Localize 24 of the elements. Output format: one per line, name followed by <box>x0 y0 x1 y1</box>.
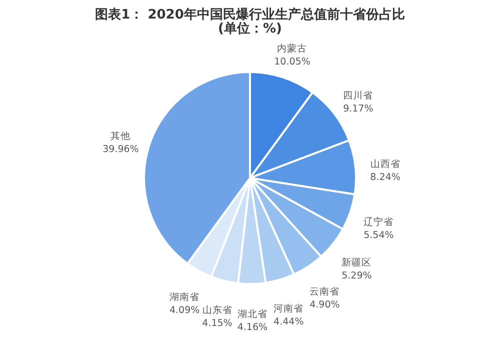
data-label: 4.16% <box>237 322 268 333</box>
data-label: 4.09% <box>169 305 200 316</box>
slice-label: 其他 <box>110 130 131 142</box>
data-label: 39.96% <box>102 144 139 155</box>
slice-label: 云南省 <box>310 286 340 298</box>
slice-label: 四川省 <box>343 90 374 102</box>
chart-title: 图表1： 2020年中国民爆行业生产总值前十省份占比 <box>95 6 405 23</box>
slice-label: 山西省 <box>370 158 400 170</box>
data-label: 10.05% <box>274 56 310 68</box>
slice-label: 湖南省 <box>170 291 200 304</box>
slice-label: 河南省 <box>274 302 304 314</box>
data-label: 4.90% <box>310 300 340 311</box>
data-label: 4.44% <box>274 316 304 328</box>
slice-label: 湖北省 <box>237 308 268 320</box>
data-label: 8.24% <box>370 172 400 183</box>
slice-label: 新疆区 <box>342 256 372 268</box>
slice-label: 辽宁省 <box>364 216 394 228</box>
data-label: 4.15% <box>202 318 232 329</box>
slice-label: 内蒙古 <box>277 42 308 55</box>
data-label: 9.17% <box>343 104 374 115</box>
slice-label: 山东省 <box>202 304 232 316</box>
data-label: 5.29% <box>342 270 372 282</box>
data-label: 5.54% <box>364 230 394 241</box>
chart-subtitle: (单位：%) <box>218 20 282 37</box>
